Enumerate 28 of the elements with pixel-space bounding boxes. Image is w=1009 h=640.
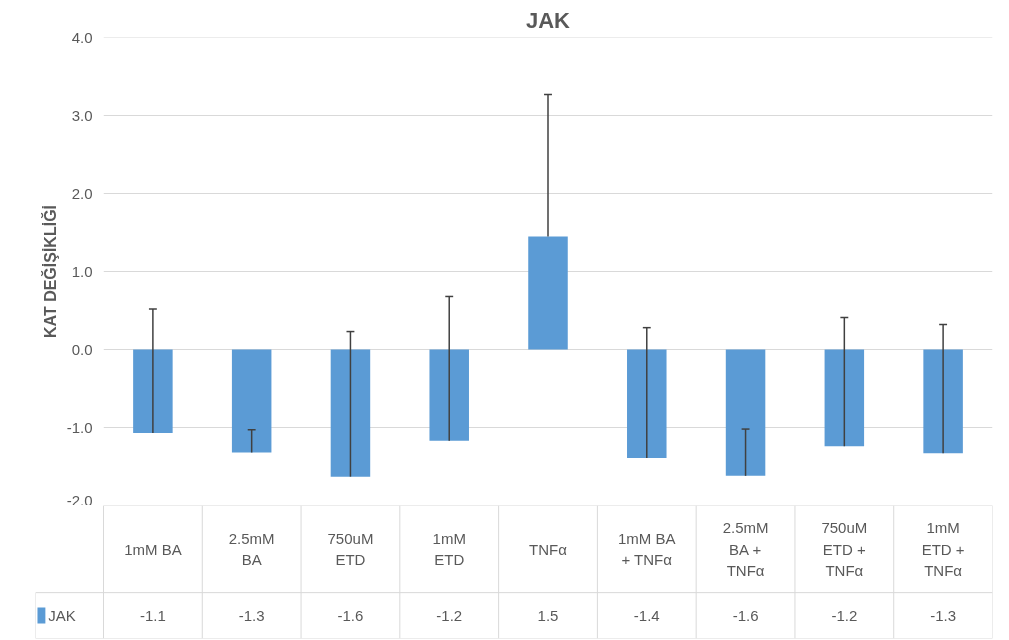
data-label: -1.2 (831, 606, 858, 624)
y-axis-title: KAT DEĞİŞİKLİĞİ (40, 204, 59, 339)
x-tick-label: 1mM ETD + TNFα (921, 519, 965, 579)
data-label: 1.5 (537, 606, 559, 624)
x-tick-label: 2.5mM BA + TNFα (722, 519, 769, 579)
x-tick-label: TNFα (529, 540, 568, 558)
x-tick-label: 750uM ETD + TNFα (821, 519, 868, 579)
data-label: -1.6 (732, 606, 759, 624)
y-tick-label: -1.0 (66, 418, 93, 436)
data-label: -1.3 (930, 606, 957, 624)
data-label: -1.3 (238, 606, 265, 624)
y-tick-label: -2.0 (66, 491, 93, 509)
data-label: -1.4 (633, 606, 660, 624)
legend-label: JAK (48, 607, 76, 625)
chart-title: JAK (525, 7, 571, 33)
data-label: -1.6 (337, 606, 364, 624)
x-tick-label: 1mM ETD (432, 529, 466, 569)
x-tick-label: 2.5mM BA (228, 529, 275, 569)
x-tick-label: 750uM ETD (327, 529, 374, 569)
data-label: -1.2 (436, 606, 463, 624)
y-tick-label: 2.0 (71, 184, 93, 202)
x-tick-label: 1mM BA (124, 540, 182, 558)
data-label: -1.1 (139, 606, 166, 624)
y-tick-label: 1.0 (71, 262, 93, 280)
y-tick-label: 3.0 (71, 106, 93, 124)
x-tick-label: 1mM BA + TNFα (618, 529, 676, 569)
y-tick-label: 4.0 (71, 28, 93, 46)
y-tick-label: 0.0 (71, 340, 93, 358)
